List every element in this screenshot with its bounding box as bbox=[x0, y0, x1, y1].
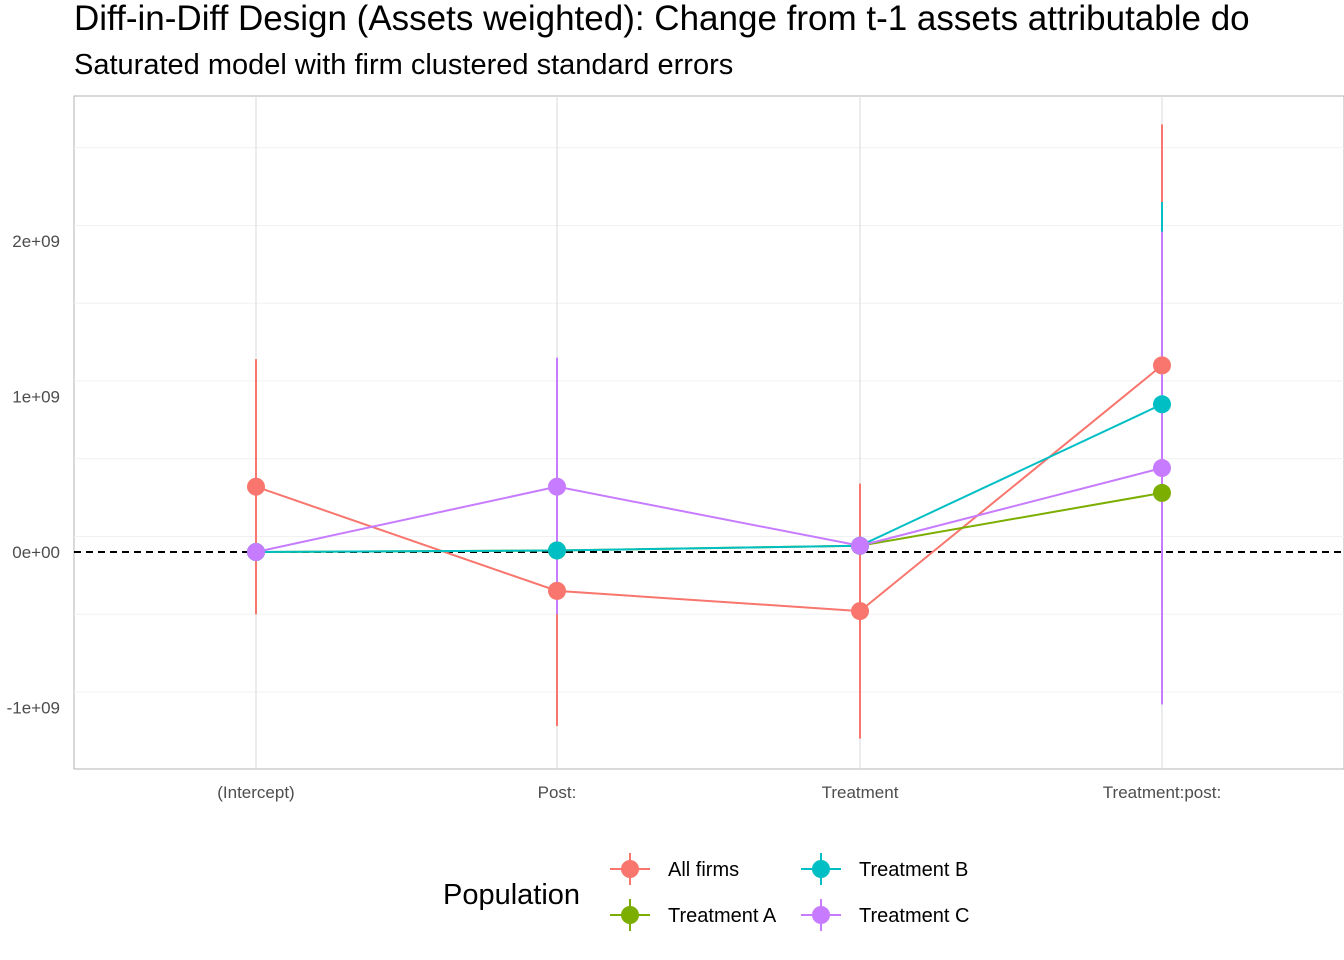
legend-title: Population bbox=[443, 879, 580, 911]
y-tick-label: 0e+00 bbox=[12, 543, 60, 562]
data-point bbox=[1153, 459, 1171, 478]
legend-key bbox=[801, 899, 841, 931]
data-point bbox=[548, 541, 566, 560]
data-point bbox=[851, 536, 869, 555]
legend-label: Treatment A bbox=[668, 905, 777, 927]
chart-title: Diff-in-Diff Design (Assets weighted): C… bbox=[74, 0, 1250, 38]
plot-panel bbox=[73, 95, 1344, 770]
legend-label: Treatment B bbox=[859, 859, 968, 881]
series-line bbox=[255, 403, 1163, 553]
data-point bbox=[1153, 356, 1171, 375]
chart-subtitle: Saturated model with firm clustered stan… bbox=[74, 49, 733, 81]
y-tick-label: -1e+09 bbox=[7, 699, 60, 718]
data-point bbox=[1153, 395, 1171, 414]
data-points bbox=[247, 356, 1171, 621]
data-point bbox=[247, 477, 265, 496]
legend-key-point bbox=[812, 860, 830, 878]
data-point bbox=[1153, 483, 1171, 502]
x-tick-label: (Intercept) bbox=[217, 783, 294, 802]
x-axis-ticks: (Intercept) Post: Treatment Treatment:post: bbox=[217, 783, 1221, 802]
legend-label: All firms bbox=[668, 859, 739, 881]
data-point bbox=[548, 477, 566, 496]
data-point bbox=[851, 602, 869, 621]
series-line bbox=[255, 467, 1163, 553]
x-tick-label: Treatment:post: bbox=[1103, 783, 1221, 802]
legend-label: Treatment C bbox=[859, 905, 969, 927]
legend-key-point bbox=[812, 906, 830, 924]
y-tick-label: 1e+09 bbox=[12, 388, 60, 407]
legend-key bbox=[801, 853, 841, 885]
x-tick-label: Post: bbox=[538, 783, 577, 802]
legend-key-point bbox=[621, 860, 639, 878]
data-point bbox=[548, 581, 566, 600]
legend: Population All firms Treatment A Treatment… bbox=[443, 853, 969, 931]
legend-key-point bbox=[621, 906, 639, 924]
y-tick-label: 2e+09 bbox=[12, 232, 60, 251]
series-lines bbox=[255, 364, 1163, 613]
y-axis-ticks: -1e+09 0e+00 1e+09 2e+09 bbox=[7, 232, 60, 718]
series-line bbox=[255, 364, 1163, 613]
legend-key bbox=[610, 899, 650, 931]
data-point bbox=[247, 543, 265, 561]
x-tick-label: Treatment bbox=[822, 783, 899, 802]
plot-border bbox=[73, 95, 1344, 770]
legend-key bbox=[610, 853, 650, 885]
